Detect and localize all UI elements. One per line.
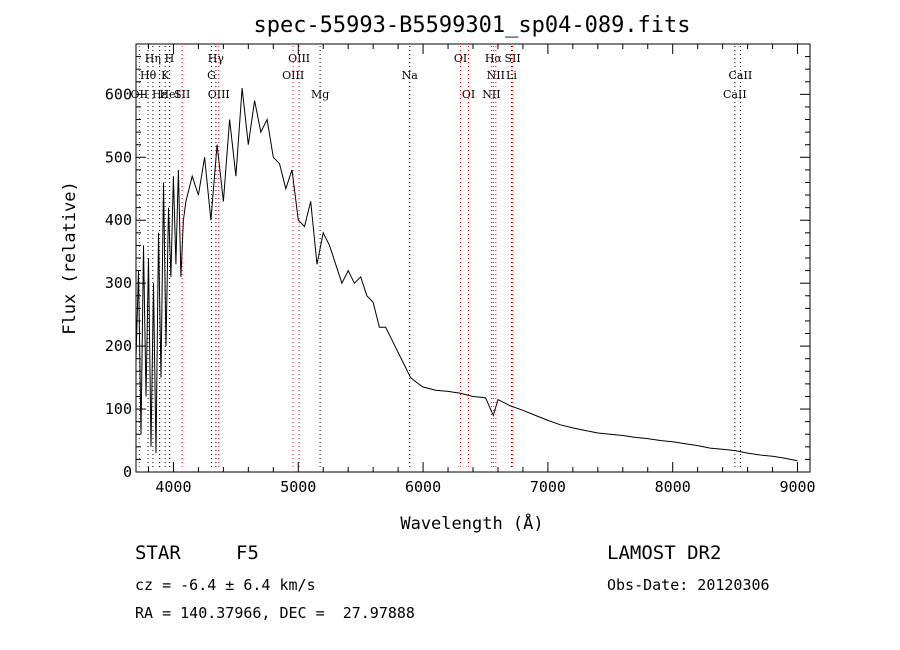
y-tick-label: 500: [105, 148, 132, 166]
spectral-line-label: CaII: [723, 88, 747, 101]
obs-date-text: Obs-Date: 20120306: [607, 576, 770, 594]
x-tick-label: 4000: [155, 478, 191, 496]
spectral-line-label: HeI: [159, 88, 179, 101]
spectral-line-label: CaII: [729, 69, 753, 82]
spectral-line-label: Na: [402, 69, 419, 82]
spectral-line-label: OI: [462, 88, 475, 101]
chart-title: spec-55993-B5599301_sp04-089.fits: [253, 13, 690, 38]
object-subclass: F5: [236, 542, 259, 564]
spectral-line-label: Hη: [145, 52, 161, 65]
x-tick-label: 5000: [280, 478, 316, 496]
spectral-line-label: Li: [506, 69, 517, 82]
y-tick-label: 0: [123, 463, 132, 481]
spectral-line-label: Mg: [311, 88, 329, 101]
spectral-line-label: Hγ: [208, 52, 225, 65]
spectral-line-label: OIII: [208, 88, 230, 101]
y-axis-label: Flux (relative): [60, 181, 80, 335]
plot-frame: [135, 43, 811, 473]
spectral-line-label: NII: [487, 69, 505, 82]
x-tick-label: 6000: [405, 478, 441, 496]
spectrum-line: [135, 88, 798, 462]
spectral-line-label: K: [161, 69, 170, 82]
spectral-line-label: OIII: [288, 52, 310, 65]
y-tick-label: 200: [105, 337, 132, 355]
spectral-line-label: Hθ: [140, 69, 157, 82]
y-tick-label: 400: [105, 211, 132, 229]
spectral-line-label: OI: [454, 52, 467, 65]
coordinates-text: RA = 140.37966, DEC = 27.97888: [135, 604, 415, 622]
spectral-line-label: OIII: [282, 69, 304, 82]
spectral-line-label: SII: [174, 88, 190, 101]
survey-name: LAMOST DR2: [607, 542, 722, 564]
x-tick-label: 9000: [779, 478, 815, 496]
spectral-line-label: G: [207, 69, 216, 82]
spectral-line-label: NII: [482, 88, 500, 101]
spectral-line-label: Hε: [152, 88, 168, 101]
x-tick-label: 8000: [655, 478, 691, 496]
spectral-line-label: SII: [504, 52, 520, 65]
y-tick-label: 600: [105, 85, 132, 103]
x-axis-label: Wavelength (Å): [400, 512, 543, 534]
spectral-line-label: Hα: [485, 52, 503, 65]
redshift-text: cz = -6.4 ± 6.4 km/s: [135, 576, 316, 594]
plot-area: HηHHγOIIIOIHαSIIHθKGOIIINaNIILiCaIIOIIHε…: [105, 43, 816, 496]
y-tick-label: 300: [105, 274, 132, 292]
x-tick-label: 7000: [530, 478, 566, 496]
y-tick-label: 100: [105, 400, 132, 418]
object-class: STAR: [135, 542, 181, 564]
